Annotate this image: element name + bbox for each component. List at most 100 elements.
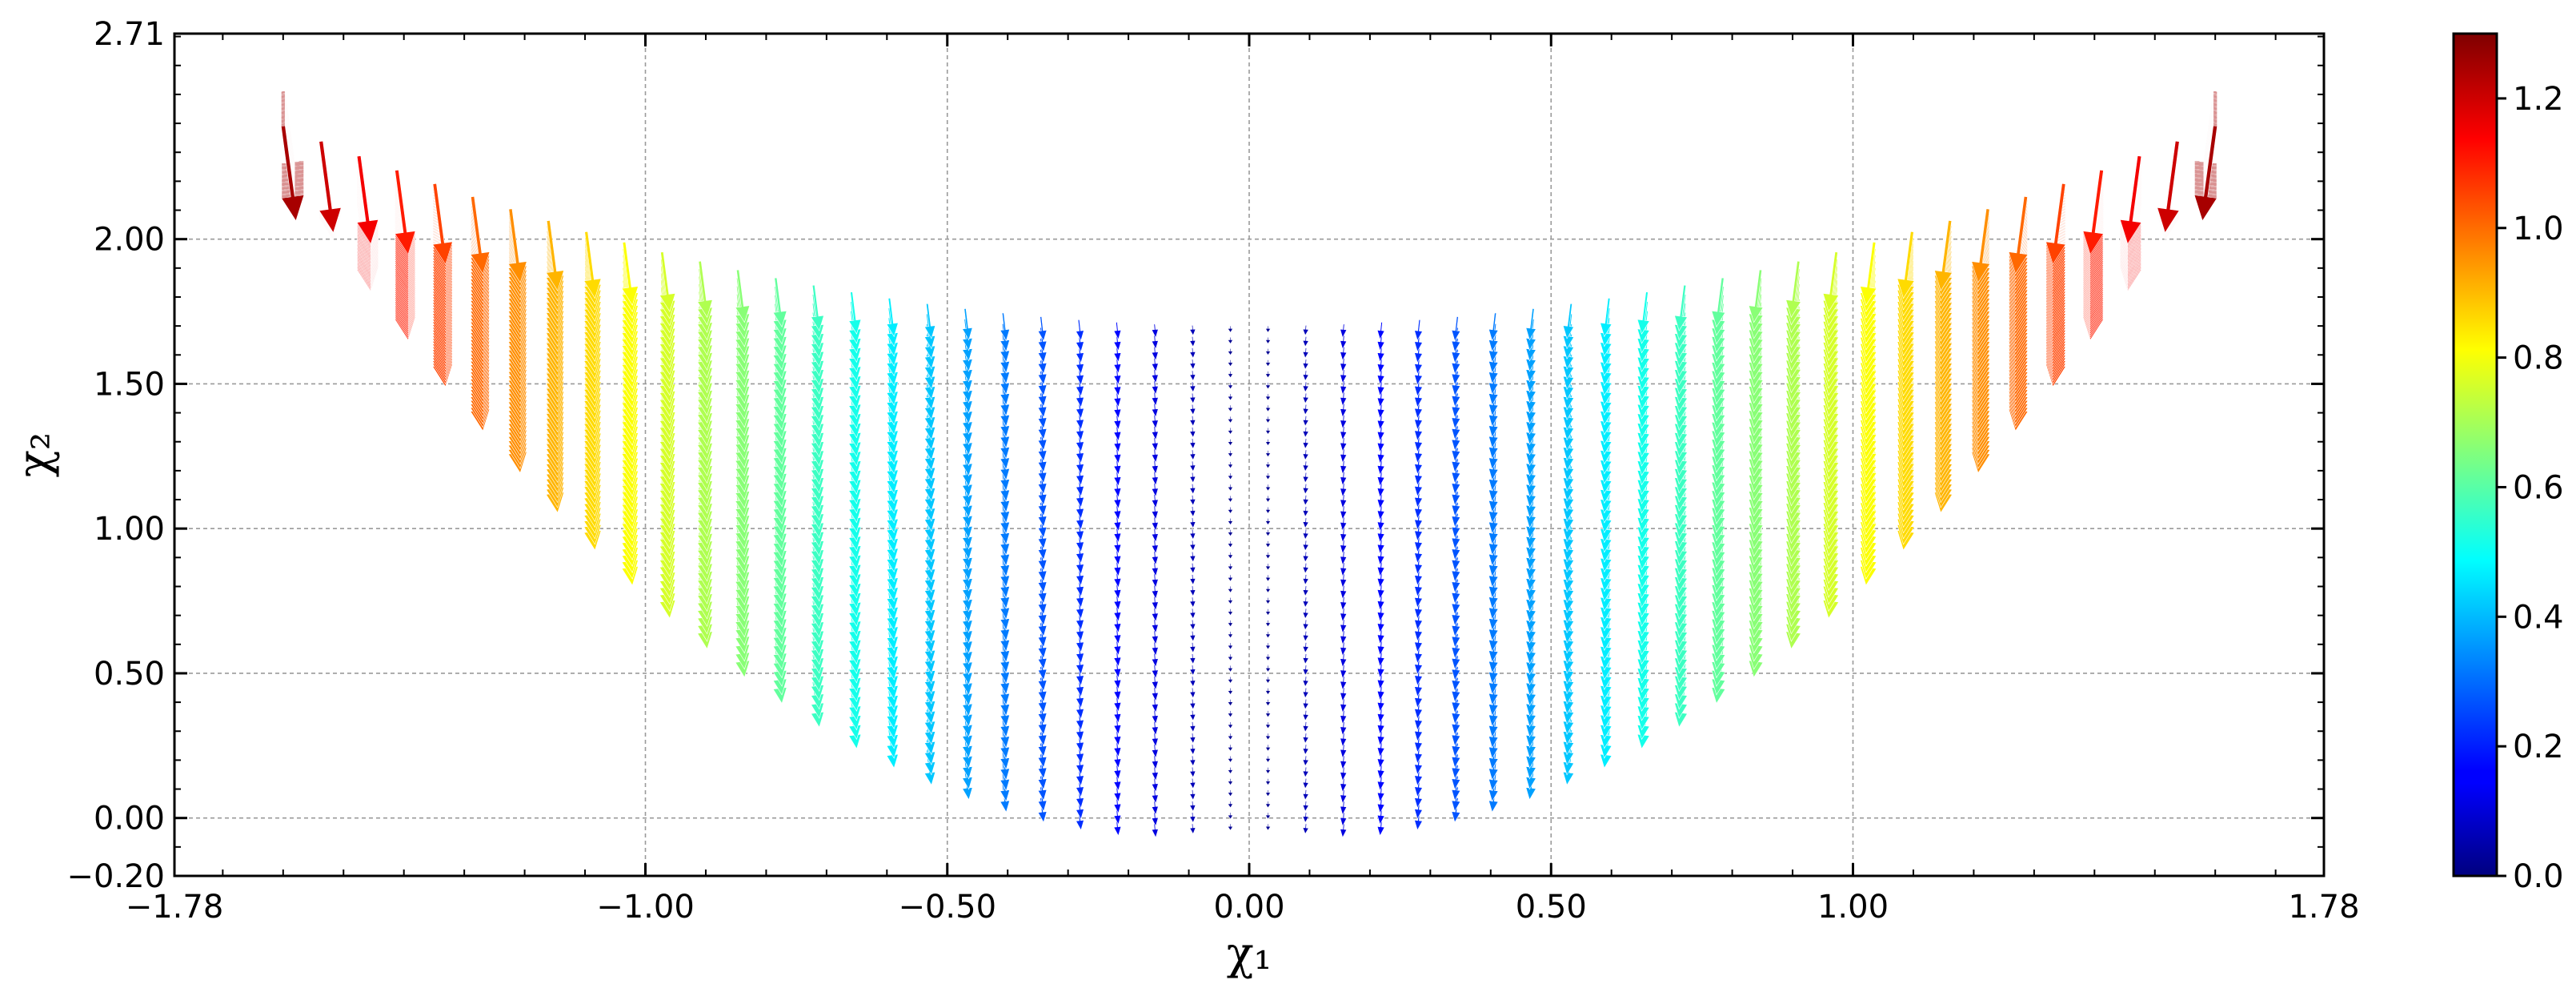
quiver-arrow	[1227, 529, 1234, 537]
quiver-arrow	[1189, 812, 1196, 824]
quiver-arrow	[1189, 823, 1196, 835]
quiver-arrow	[1451, 425, 1461, 452]
quiver-arrow	[1302, 472, 1309, 484]
quiver-arrow	[1227, 359, 1234, 367]
quiver-arrow	[886, 297, 899, 338]
quiver-arrows	[281, 90, 2217, 838]
quiver-arrow	[1076, 319, 1084, 341]
quiver-arrow	[1451, 666, 1461, 692]
quiver-arrow	[1151, 641, 1159, 657]
quiver-arrow	[1151, 414, 1159, 430]
quiver-arrow	[1376, 322, 1385, 340]
quiver-arrow	[1451, 765, 1461, 790]
quiver-arrow	[923, 303, 936, 339]
quiver-arrow	[1451, 392, 1461, 419]
quiver-arrow	[1264, 461, 1272, 469]
quiver-arrow	[1302, 642, 1309, 653]
quiver-arrow	[1151, 539, 1159, 555]
quiver-arrow	[1227, 801, 1234, 809]
quiver-arrow	[318, 140, 342, 234]
quiver-arrow	[1637, 291, 1650, 335]
quiver-arrow	[1227, 439, 1234, 447]
quiver-arrow	[1264, 710, 1272, 718]
quiver-arrow	[1451, 546, 1461, 572]
quiver-arrow	[1151, 744, 1159, 759]
quiver-arrow	[1151, 584, 1159, 600]
y-tick-label: 1.50	[94, 366, 165, 403]
quiver-arrow	[1189, 427, 1196, 438]
quiver-arrow	[772, 277, 787, 327]
quiver-arrow	[1264, 517, 1272, 526]
quiver-arrow	[1151, 721, 1159, 737]
quiver-arrow	[546, 220, 565, 291]
quiver-arrow	[1340, 619, 1348, 634]
quiver-arrow	[1151, 551, 1159, 566]
quiver-arrow	[1264, 382, 1272, 390]
quiver-arrow	[1227, 540, 1234, 548]
quiver-arrow	[1227, 687, 1234, 696]
quiver-arrow	[735, 269, 751, 323]
quiver-arrow	[1264, 427, 1272, 435]
quiver-arrow	[1451, 677, 1461, 703]
x-tick-label: 0.00	[1213, 889, 1284, 926]
colorbar-tick-label: 0.6	[2513, 469, 2564, 506]
quiver-arrow	[1151, 380, 1159, 396]
y-tick-label: 0.00	[94, 801, 165, 837]
quiver-arrow	[1525, 308, 1536, 341]
quiver-arrow	[1264, 620, 1272, 628]
y-tick-label: 1.00	[94, 511, 165, 548]
quiver-arrow	[1748, 269, 1764, 323]
quiver-arrow	[1189, 347, 1196, 359]
quiver-arrow	[1264, 347, 1272, 356]
quiver-arrow	[1151, 460, 1159, 475]
quiver-arrow	[1151, 494, 1159, 509]
quiver-arrow	[1451, 359, 1461, 386]
quiver-arrow	[1189, 653, 1196, 665]
quiver-arrow	[1227, 371, 1234, 379]
quiver-arrow	[1340, 516, 1348, 532]
quiver-arrow	[281, 125, 305, 222]
quiver-arrow	[1264, 336, 1272, 344]
quiver-arrow	[1451, 338, 1461, 363]
quiver-arrow	[1451, 448, 1461, 473]
quiver-arrow	[1151, 426, 1159, 441]
quiver-arrow	[1340, 607, 1348, 623]
quiver-arrow	[1302, 676, 1309, 688]
quiver-arrow	[1227, 427, 1234, 435]
quiver-arrow	[1302, 733, 1309, 745]
quiver-arrow	[1227, 563, 1234, 571]
quiver-arrow	[1151, 346, 1159, 361]
quiver-arrow	[1264, 642, 1272, 650]
quiver-arrow	[1264, 439, 1272, 447]
quiver-arrow	[1264, 325, 1272, 333]
grid-lines	[174, 34, 2324, 876]
quiver-arrow	[1227, 347, 1234, 356]
quiver-arrow	[1302, 347, 1309, 359]
quiver-arrow	[1227, 325, 1234, 333]
quiver-arrow	[1451, 556, 1461, 583]
quiver-arrow	[1151, 607, 1159, 623]
quiver-arrow	[1151, 687, 1159, 702]
quiver-arrow	[1302, 766, 1309, 778]
quiver-arrow	[1933, 220, 1953, 291]
quiver-arrow	[1264, 755, 1272, 763]
quiver-arrow	[1264, 450, 1272, 458]
quiver-arrow	[1227, 393, 1234, 401]
quiver-arrow	[1562, 303, 1575, 339]
quiver-arrow	[1189, 460, 1196, 472]
quiver-arrow	[1189, 472, 1196, 484]
quiver-arrow	[1264, 596, 1272, 605]
quiver-arrow	[1302, 789, 1309, 801]
quiver-arrow	[1451, 371, 1461, 396]
quiver-arrow	[1151, 733, 1159, 748]
quiver-arrow	[1189, 596, 1196, 608]
quiver-arrow	[1189, 801, 1196, 812]
quiver-arrow	[1189, 608, 1196, 620]
quiver-arrow	[659, 251, 676, 312]
quiver-arrow	[1451, 491, 1461, 517]
quiver-arrow	[1451, 382, 1461, 408]
quiver-arrow	[1264, 540, 1272, 548]
quiver-arrow	[1340, 460, 1348, 475]
quiver-arrow	[1340, 471, 1348, 486]
quiver-arrow	[1151, 755, 1159, 770]
